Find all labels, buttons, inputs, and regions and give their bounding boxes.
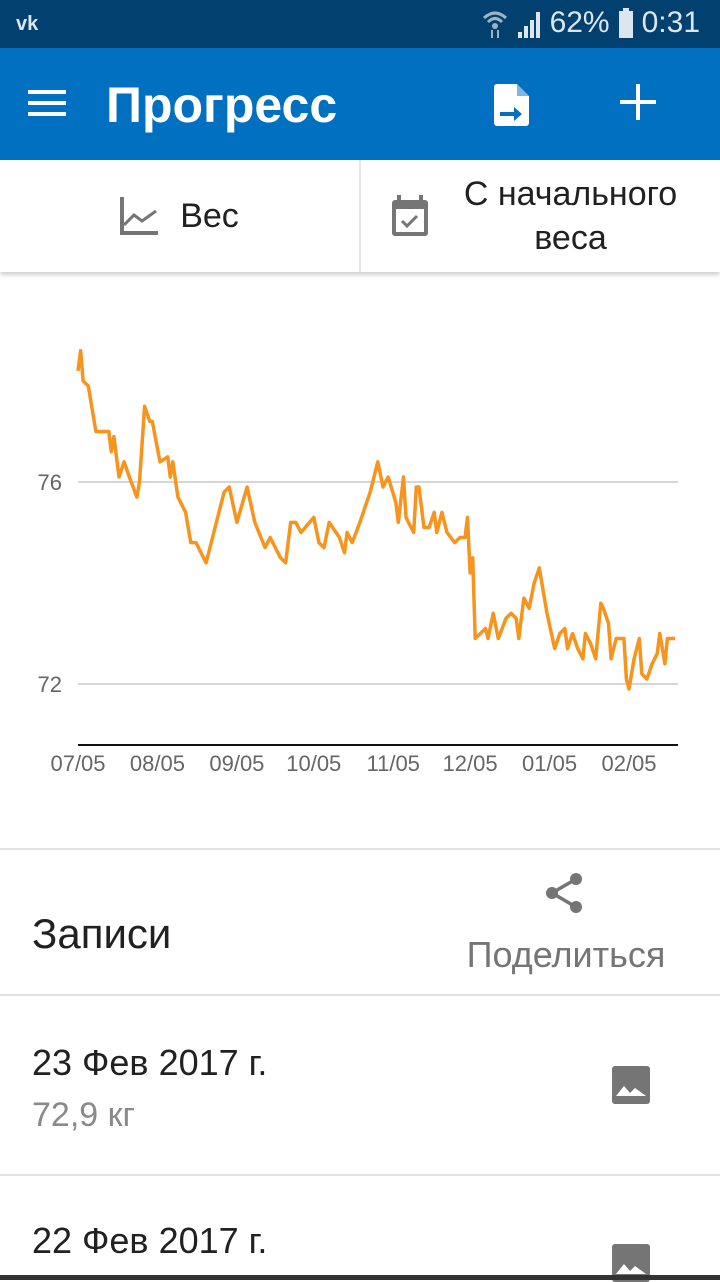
tab-weight-label: Вес (180, 197, 239, 236)
calendar-check-icon (391, 195, 429, 237)
entry-weight: 72,9 кг (32, 1096, 135, 1135)
divider (0, 848, 720, 850)
tab-since-start[interactable]: С начального веса (359, 160, 720, 272)
bottom-edge (0, 1275, 720, 1280)
weight-chart: 72 76 07/05 08/05 09/05 10/05 11/05 12/05 01/05 0… (0, 272, 720, 848)
menu-icon[interactable] (28, 88, 66, 118)
tab-bar: Вес С начального веса (0, 160, 720, 272)
svg-text:vk: vk (16, 13, 39, 35)
vk-icon: vk (16, 10, 46, 42)
x-tick-label: 11/05 (367, 751, 420, 776)
records-title: Записи (32, 910, 171, 958)
entry-date: 23 Фев 2017 г. (32, 1042, 267, 1084)
export-file-icon[interactable] (494, 84, 530, 126)
signal-icon (516, 8, 542, 38)
y-tick-label: 76 (38, 470, 62, 495)
x-tick-label: 08/05 (130, 751, 185, 776)
list-item[interactable]: 23 Фев 2017 г. 72,9 кг (0, 996, 720, 1174)
share-icon (544, 872, 584, 914)
x-tick-label: 10/05 (286, 751, 341, 776)
status-bar: vk 62% 0:31 (0, 0, 720, 48)
photo-icon[interactable] (612, 1066, 650, 1104)
x-tick-label: 02/05 (601, 751, 656, 776)
weight-series-line (78, 351, 675, 689)
x-tick-label: 09/05 (209, 751, 264, 776)
share-label: Поделиться (456, 934, 676, 976)
x-tick-label: 12/05 (443, 751, 498, 776)
weight-chart-svg: 72 76 07/05 08/05 09/05 10/05 11/05 12/05 01/05 0… (0, 272, 720, 848)
x-tick-label: 07/05 (50, 751, 105, 776)
battery-percent: 62% (550, 6, 610, 40)
list-item[interactable]: 22 Фев 2017 г. (0, 1176, 720, 1276)
y-tick-label: 72 (38, 672, 62, 697)
page-title: Прогресс (106, 76, 337, 134)
x-tick-label: 01/05 (522, 751, 577, 776)
add-icon[interactable] (620, 84, 656, 120)
battery-icon (618, 8, 634, 38)
tab-since-start-label: С начального веса (451, 166, 691, 266)
clock: 0:31 (642, 6, 700, 40)
line-chart-icon (120, 197, 158, 235)
tab-weight[interactable]: Вес (0, 160, 359, 272)
entry-date: 22 Фев 2017 г. (32, 1220, 267, 1262)
wifi-icon (482, 8, 508, 38)
app-bar: Прогресс (0, 48, 720, 160)
